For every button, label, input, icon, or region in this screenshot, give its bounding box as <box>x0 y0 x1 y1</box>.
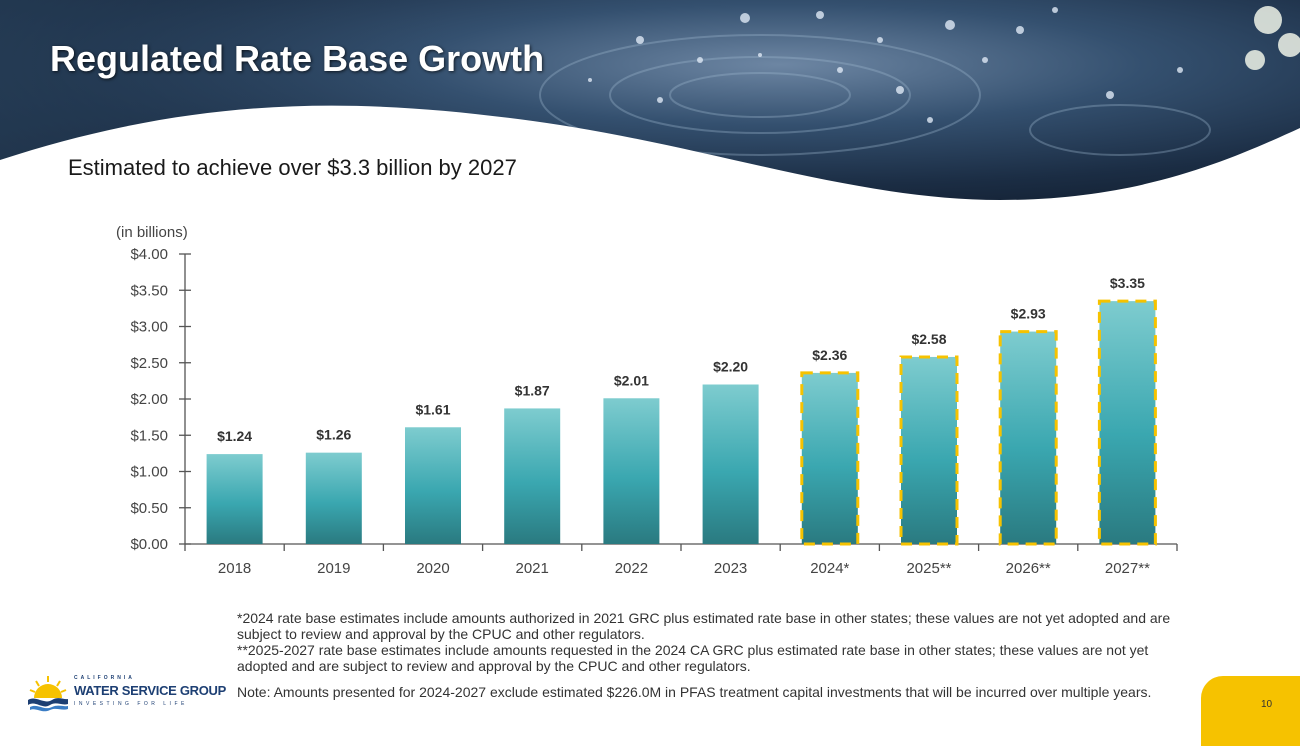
page-number-tab <box>1201 676 1300 746</box>
bar <box>206 454 263 544</box>
y-tick-label: $2.50 <box>130 355 168 372</box>
bar-value-label: $2.58 <box>911 331 946 347</box>
bar-series <box>206 299 1157 546</box>
y-tick-label: $2.00 <box>130 391 168 408</box>
page-number: 10 <box>1261 699 1273 710</box>
x-tick-label: 2027** <box>1105 560 1150 577</box>
bar-estimated <box>800 371 860 546</box>
footnote-2025-2027: **2025-2027 rate base estimates include … <box>237 642 1149 674</box>
bar-estimated <box>998 330 1058 546</box>
bar <box>702 384 759 544</box>
x-tick-label: 2022 <box>615 560 648 577</box>
x-tick-label: 2023 <box>714 560 747 577</box>
footnotes: *2024 rate base estimates include amount… <box>237 610 1182 700</box>
bar-value-label: $1.26 <box>316 427 351 443</box>
logo-tagline: INVESTING FOR LIFE <box>74 701 188 707</box>
y-tick-label: $0.00 <box>130 536 168 553</box>
x-tick-label: 2019 <box>317 560 350 577</box>
page-title: Regulated Rate Base Growth <box>50 38 545 79</box>
y-tick-label: $3.00 <box>130 319 168 336</box>
x-tick-label: 2025** <box>906 560 951 577</box>
page-subtitle: Estimated to achieve over $3.3 billion b… <box>68 155 517 180</box>
bar-estimated <box>1097 299 1157 546</box>
bar <box>603 398 660 544</box>
bar-value-label: $2.36 <box>812 347 847 363</box>
y-axis: $0.00 $0.50 $1.00 $1.50 $2.00 $2.50 $3.00 $3.50… <box>130 246 191 553</box>
bar-value-label: $2.93 <box>1011 306 1046 322</box>
bar-estimated <box>899 355 959 546</box>
x-axis: 2018 2019 2020 2021 2022 2023 2024* 2025** 2026*… <box>184 543 1178 577</box>
y-tick-label: $1.00 <box>130 464 168 481</box>
x-tick-label: 2026** <box>1006 560 1051 577</box>
header-water-image <box>0 0 1300 215</box>
bar <box>305 452 362 544</box>
x-tick-label: 2021 <box>516 560 549 577</box>
bar-value-label: $2.20 <box>713 359 748 375</box>
bar-value-label: $1.24 <box>217 428 252 444</box>
y-tick-label: $4.00 <box>130 246 168 263</box>
y-axis-label: (in billions) <box>116 224 188 241</box>
y-tick-label: $3.50 <box>130 282 168 299</box>
value-labels: $1.24 $1.26 $1.61 $1.87 $2.01 $2.20 $2.36 $2.58… <box>217 275 1145 444</box>
x-tick-label: 2020 <box>416 560 449 577</box>
x-tick-label: 2018 <box>218 560 251 577</box>
y-tick-label: $1.50 <box>130 427 168 444</box>
bar-value-label: $1.87 <box>515 382 550 398</box>
x-tick-label: 2024* <box>810 560 849 577</box>
company-logo: CALIFORNIA WATER SERVICE GROUP INVESTING… <box>26 672 226 712</box>
logo-main-text: WATER SERVICE GROUP <box>74 683 227 698</box>
bar <box>405 427 461 544</box>
sun-wave-icon <box>28 676 68 712</box>
bar <box>504 408 561 544</box>
y-tick-label: $0.50 <box>130 500 168 517</box>
bar-value-label: $2.01 <box>614 372 649 388</box>
bar-value-label: $1.61 <box>415 401 450 417</box>
bar-value-label: $3.35 <box>1110 275 1145 291</box>
footnote-2024: *2024 rate base estimates include amount… <box>237 610 1171 642</box>
footnote-pfas: Note: Amounts presented for 2024-2027 ex… <box>237 684 1152 700</box>
logo-top-text: CALIFORNIA <box>74 675 135 681</box>
rate-base-bar-chart: (in billions) $0.00$0.50$1.00$1.50$2.00$… <box>116 224 1178 577</box>
